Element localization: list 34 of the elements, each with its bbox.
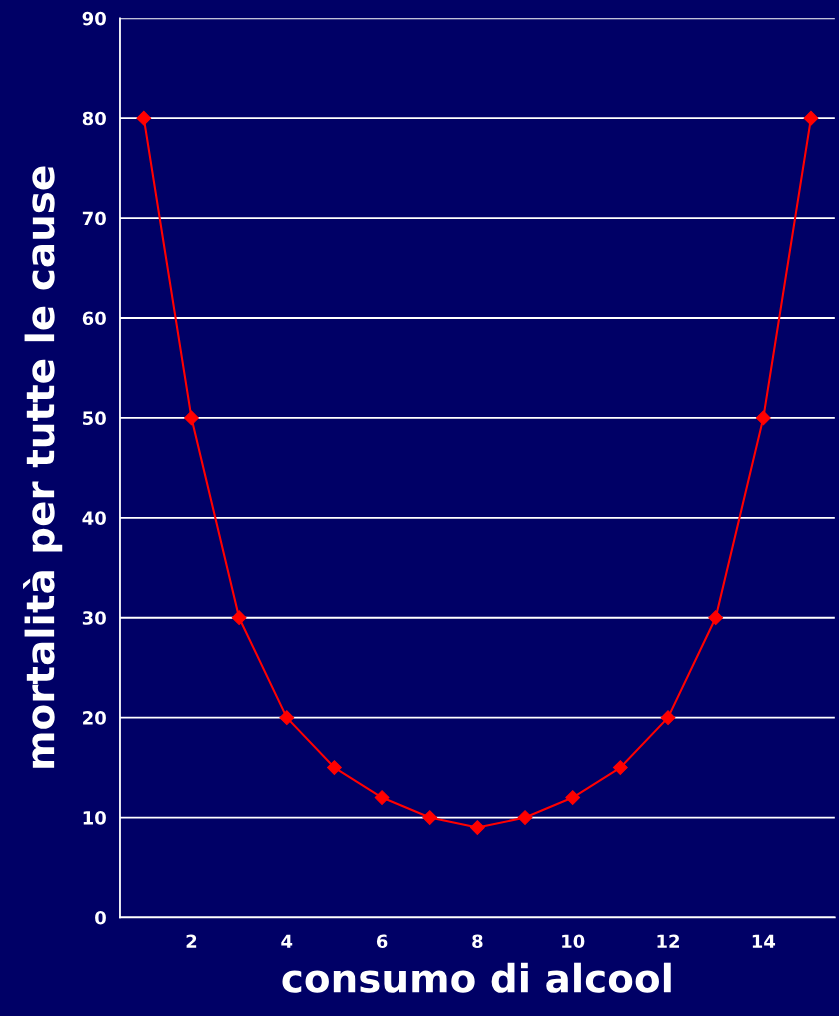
point [374,790,390,805]
y-tick-label: 90 [82,11,106,26]
point [279,710,295,726]
y-tick-label: 20 [83,711,106,725]
x-axis-title: consumo di alcool [282,962,671,993]
point [755,410,771,426]
point [184,410,199,426]
y-tick-label: 80 [82,111,106,126]
point [565,790,581,805]
x-tick-label: 2 [186,934,197,948]
point [327,760,342,775]
x-tick-label: 8 [472,934,483,949]
point [136,110,152,126]
y-tick-label: 0 [95,910,106,925]
y-tick-label: 40 [82,511,106,525]
x-tick-label: 4 [281,934,293,948]
y-tick-label: 60 [82,311,106,326]
y-tick-label: 10 [83,811,106,825]
point [422,810,438,825]
x-tick-label: 14 [752,934,776,948]
point [470,820,485,835]
point [708,610,724,626]
x-tick-label: 10 [562,934,585,949]
x-tick-label: 6 [376,934,388,949]
point [231,610,247,626]
point [803,110,819,126]
y-tick-label: 70 [82,211,106,226]
y-tick-label: 30 [82,611,106,625]
x-tick-label: 12 [657,934,680,948]
y-tick-label: 50 [83,411,106,426]
point [517,810,533,825]
point [612,760,628,775]
point [660,710,676,726]
y-axis-title: mortalità per tutte le cause [23,166,63,768]
